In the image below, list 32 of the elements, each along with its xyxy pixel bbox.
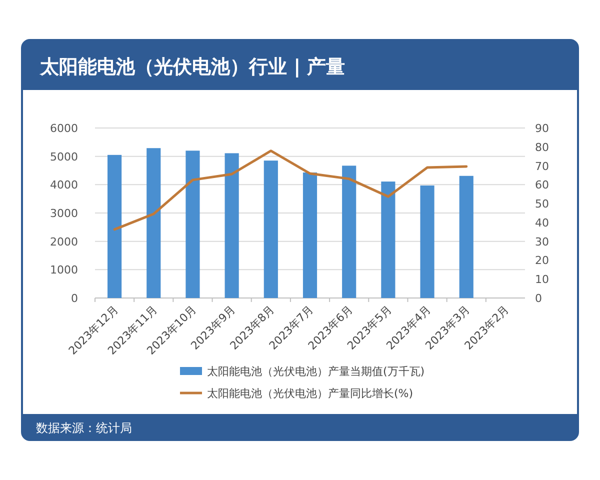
y2-tick-label: 20	[535, 254, 549, 268]
y-tick-label: 2000	[50, 235, 78, 248]
source-note: 数据来源：统计局	[36, 421, 132, 435]
y2-tick-label: 10	[535, 273, 549, 286]
bar	[224, 153, 239, 298]
y2-tick-label: 40	[535, 216, 549, 230]
y2-tick-label: 50	[535, 198, 549, 211]
bar	[342, 166, 356, 298]
legend-label: 太阳能电池（光伏电池）产量当期值(万千瓦)	[207, 365, 425, 378]
y2-tick-label: 30	[535, 235, 549, 248]
bar	[186, 150, 200, 298]
y2-tick-label: 70	[535, 160, 549, 173]
y2-tick-label: 90	[535, 122, 549, 135]
y2-tick-label: 60	[535, 178, 549, 192]
bar	[381, 182, 396, 298]
y-tick-label: 4000	[50, 178, 78, 192]
y-tick-label: 5000	[50, 150, 78, 164]
chart-title: 太阳能电池（光伏电池）行业 | 产量	[39, 56, 346, 78]
y2-tick-label: 80	[535, 140, 549, 154]
bar	[146, 148, 161, 298]
y-tick-label: 6000	[50, 122, 78, 135]
y-tick-label: 1000	[50, 264, 78, 277]
y-tick-label: 3000	[50, 207, 78, 220]
legend-label: 太阳能电池（光伏电池）产量同比增长(%)	[207, 387, 414, 400]
bar	[459, 176, 474, 298]
bar	[108, 154, 122, 298]
bar	[264, 160, 278, 298]
bar	[420, 186, 434, 298]
bar	[302, 172, 318, 298]
line-series	[113, 150, 468, 231]
y2-tick-label: 0	[535, 292, 542, 305]
y-tick-label: 0	[71, 292, 78, 305]
